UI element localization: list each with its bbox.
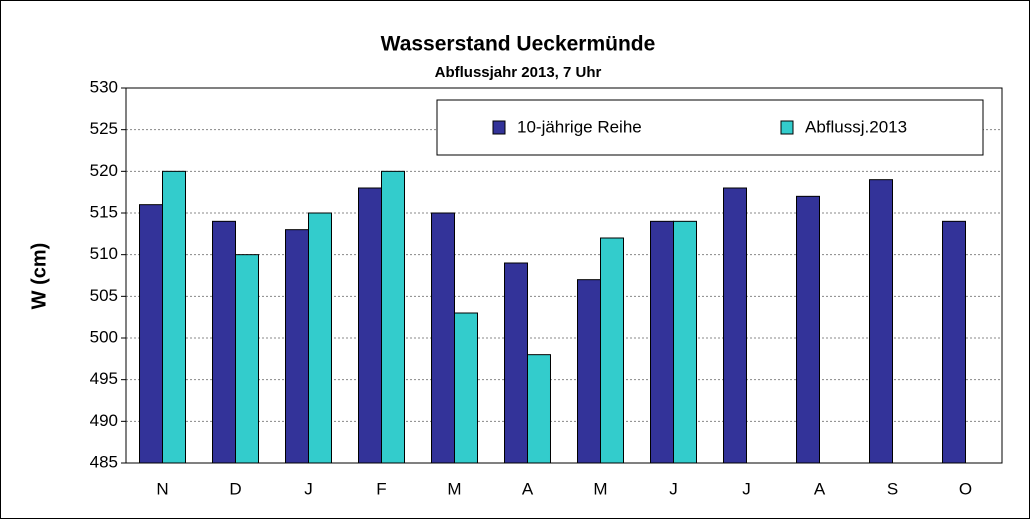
bar [600,237,624,464]
bar [162,170,186,464]
y-tick-label: 505 [90,286,118,305]
x-tick-label: M [593,479,607,498]
y-tick-label: 495 [90,369,118,388]
x-tick-label: N [156,479,168,498]
legend-swatch [492,120,506,135]
y-tick-label: 485 [90,452,118,471]
y-tick-label: 530 [90,77,118,96]
y-tick-label: 525 [90,119,118,138]
x-tick-label: O [959,479,972,498]
x-tick-label: J [742,479,751,498]
bar [139,204,164,464]
bar [454,312,478,464]
bar [212,220,237,464]
bar [577,279,602,464]
y-tick-label: 490 [90,411,118,430]
bar [308,212,332,464]
y-axis-label: W (cm) [28,243,50,310]
x-tick-label: J [669,479,678,498]
legend-swatch [780,120,794,135]
x-tick-label: M [447,479,461,498]
plot-border [125,87,1003,464]
bar [673,220,697,464]
x-tick-label: S [887,479,898,498]
bar [431,212,456,464]
x-tick-label: F [376,479,386,498]
chart-subtitle: Abflussjahr 2013, 7 Uhr [435,64,602,81]
bar [358,187,383,464]
x-tick-label: A [814,479,826,498]
bar [796,195,821,464]
x-tick-label: A [522,479,534,498]
bar [723,187,748,464]
bar [381,170,405,464]
x-tick-label: D [229,479,241,498]
y-tick-label: 510 [90,244,118,263]
bar [942,220,967,464]
legend-label: 10-jährige Reihe [517,117,642,136]
bar [869,179,894,464]
legend-label: Abflussj.2013 [805,117,907,136]
x-tick-label: J [304,479,313,498]
y-tick-label: 520 [90,161,118,180]
bar [527,354,551,464]
y-tick-label: 500 [90,327,118,346]
bar [650,220,675,464]
bar [504,262,529,464]
legend-box [436,99,984,156]
chart-title: Wasserstand Ueckermünde [381,33,656,56]
bar [235,254,259,464]
bar [285,229,310,464]
y-tick-label: 515 [90,202,118,221]
